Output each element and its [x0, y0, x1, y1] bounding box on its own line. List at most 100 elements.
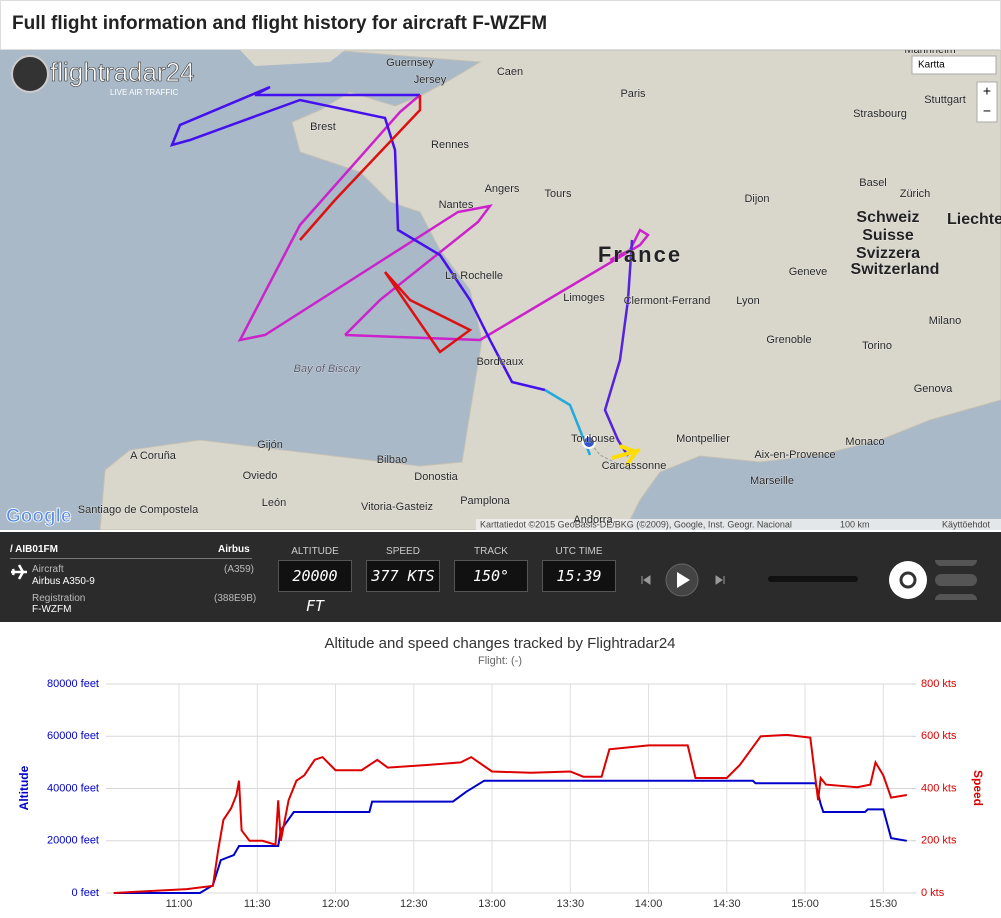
map-label: Clermont-Ferrand: [624, 295, 711, 307]
timeline[interactable]: [768, 576, 858, 582]
x-tick-label: 14:00: [635, 898, 663, 910]
map-label: Stuttgart: [924, 94, 966, 106]
map-label: Jersey: [414, 74, 447, 86]
map-type-select[interactable]: [911, 55, 997, 75]
y-axis-label: Altitude: [17, 765, 31, 810]
map-label: Lyon: [736, 295, 759, 307]
chart-subtitle: Flight: (-): [478, 655, 522, 667]
x-tick-label: 12:30: [400, 898, 428, 910]
aircraft-icon[interactable]: [611, 444, 641, 468]
time-label: UTC TIME: [555, 546, 603, 557]
terms[interactable]: Käyttöehdot: [942, 519, 991, 529]
map-label: León: [262, 497, 286, 509]
map-label: Torino: [862, 340, 892, 352]
info-panel: / AIB01FM Airbus Aircraft (A359) Airbus …: [0, 532, 1001, 622]
series-line: [113, 779, 907, 894]
track-label: TRACK: [474, 546, 508, 557]
y2-tick-label: 400 kts: [921, 782, 957, 794]
flight-path: [299, 95, 473, 354]
google-logo: Google: [6, 506, 71, 527]
map-label: La Rochelle: [445, 270, 503, 282]
y-tick-label: 60000 feet: [47, 730, 99, 742]
map-label: Toulouse: [571, 433, 615, 445]
y2-axis-label: Speed: [971, 770, 985, 806]
map-label: Santiago de Compostela: [78, 504, 199, 516]
locate-button[interactable]: [889, 561, 927, 599]
map-label: Genova: [914, 383, 953, 395]
y-tick-label: 20000 feet: [47, 835, 99, 847]
x-tick-label: 13:30: [557, 898, 585, 910]
y-tick-label: 0 feet: [71, 887, 99, 899]
page-title: Full flight information and flight histo…: [12, 13, 548, 34]
x-tick-label: 13:00: [478, 898, 506, 910]
map-label: A Coruña: [130, 450, 177, 462]
altitude-label: ALTITUDE: [291, 546, 339, 557]
map-label: Mannheim: [904, 50, 955, 56]
airline: Airbus: [218, 544, 250, 555]
speed: 377 KTS: [366, 560, 440, 592]
flight-path: [344, 228, 650, 342]
map-label: Monaco: [845, 436, 884, 448]
map-type: Kartta: [918, 60, 945, 71]
x-tick-label: 11:00: [166, 898, 193, 910]
attribution: Karttatiedot ©2015 GeoBasis-DE/BKG (©200…: [480, 519, 792, 529]
map-label: Limoges: [563, 292, 605, 304]
logo-tagline: LIVE AIR TRAFFIC: [110, 88, 179, 97]
map-label: Caen: [497, 66, 523, 78]
flight-path: [603, 239, 634, 457]
map-label: Angers: [485, 183, 520, 195]
map-label: Tours: [545, 188, 572, 200]
hex: (388E9B): [214, 593, 257, 604]
logo-icon: [11, 55, 49, 93]
map-label: Schweiz: [856, 209, 919, 226]
origin-pin[interactable]: [582, 435, 596, 449]
series-line: [113, 733, 907, 894]
rewind-button[interactable]: [641, 575, 651, 585]
chart-title: Altitude and speed changes tracked by Fl…: [324, 635, 675, 652]
zoom-in[interactable]: +: [983, 83, 991, 99]
toggle[interactable]: [935, 574, 977, 586]
map-label: Oviedo: [243, 470, 278, 482]
map-label: Basel: [859, 177, 887, 189]
map-label: Pamplona: [460, 495, 510, 507]
x-tick-label: 15:00: [791, 898, 819, 910]
flight-path: [169, 85, 546, 392]
map-label: Paris: [620, 88, 646, 100]
y2-tick-label: 200 kts: [921, 835, 957, 847]
toggle[interactable]: [935, 560, 977, 566]
map-label: Svizzera: [856, 245, 920, 262]
track: 150°: [454, 560, 528, 592]
map[interactable]: flightradar24 LIVE AIR TRAFFIC Kartta + …: [0, 50, 1001, 530]
speed-label: SPEED: [386, 546, 420, 557]
y2-tick-label: 600 kts: [921, 730, 957, 742]
map-label: Aix-en-Provence: [754, 449, 835, 461]
zoom-out[interactable]: −: [983, 103, 991, 119]
x-tick-label: 12:00: [322, 898, 350, 910]
map-label: Milano: [929, 315, 961, 327]
land: [99, 50, 1001, 530]
toggle[interactable]: [935, 594, 977, 600]
plane-icon: [11, 564, 27, 580]
flight-path: [237, 94, 493, 342]
map-label: Rennes: [431, 139, 469, 151]
map-label: Dijon: [744, 193, 769, 205]
forward-button[interactable]: [715, 575, 725, 585]
header: Full flight information and flight histo…: [0, 0, 1001, 50]
aircraft-code: (A359): [224, 564, 255, 575]
map-label: Nantes: [439, 199, 474, 211]
altitude: 20000 FT: [278, 560, 352, 615]
y2-tick-label: 800 kts: [921, 678, 957, 690]
map-label: Switzerland: [851, 261, 940, 278]
map-label: Bay of Biscay: [294, 363, 362, 375]
x-tick-label: 15:30: [870, 898, 898, 910]
map-label: Guernsey: [386, 57, 434, 69]
map-label: Grenoble: [766, 334, 811, 346]
registration: F-WZFM: [32, 604, 72, 615]
map-label: Montpellier: [676, 433, 730, 445]
zoom-control[interactable]: [976, 81, 998, 123]
chart: Altitude and speed changes tracked by Fl…: [17, 635, 985, 910]
map-label: Bilbao: [377, 454, 408, 466]
scale: 100 km: [840, 519, 870, 529]
y-tick-label: 40000 feet: [47, 782, 99, 794]
